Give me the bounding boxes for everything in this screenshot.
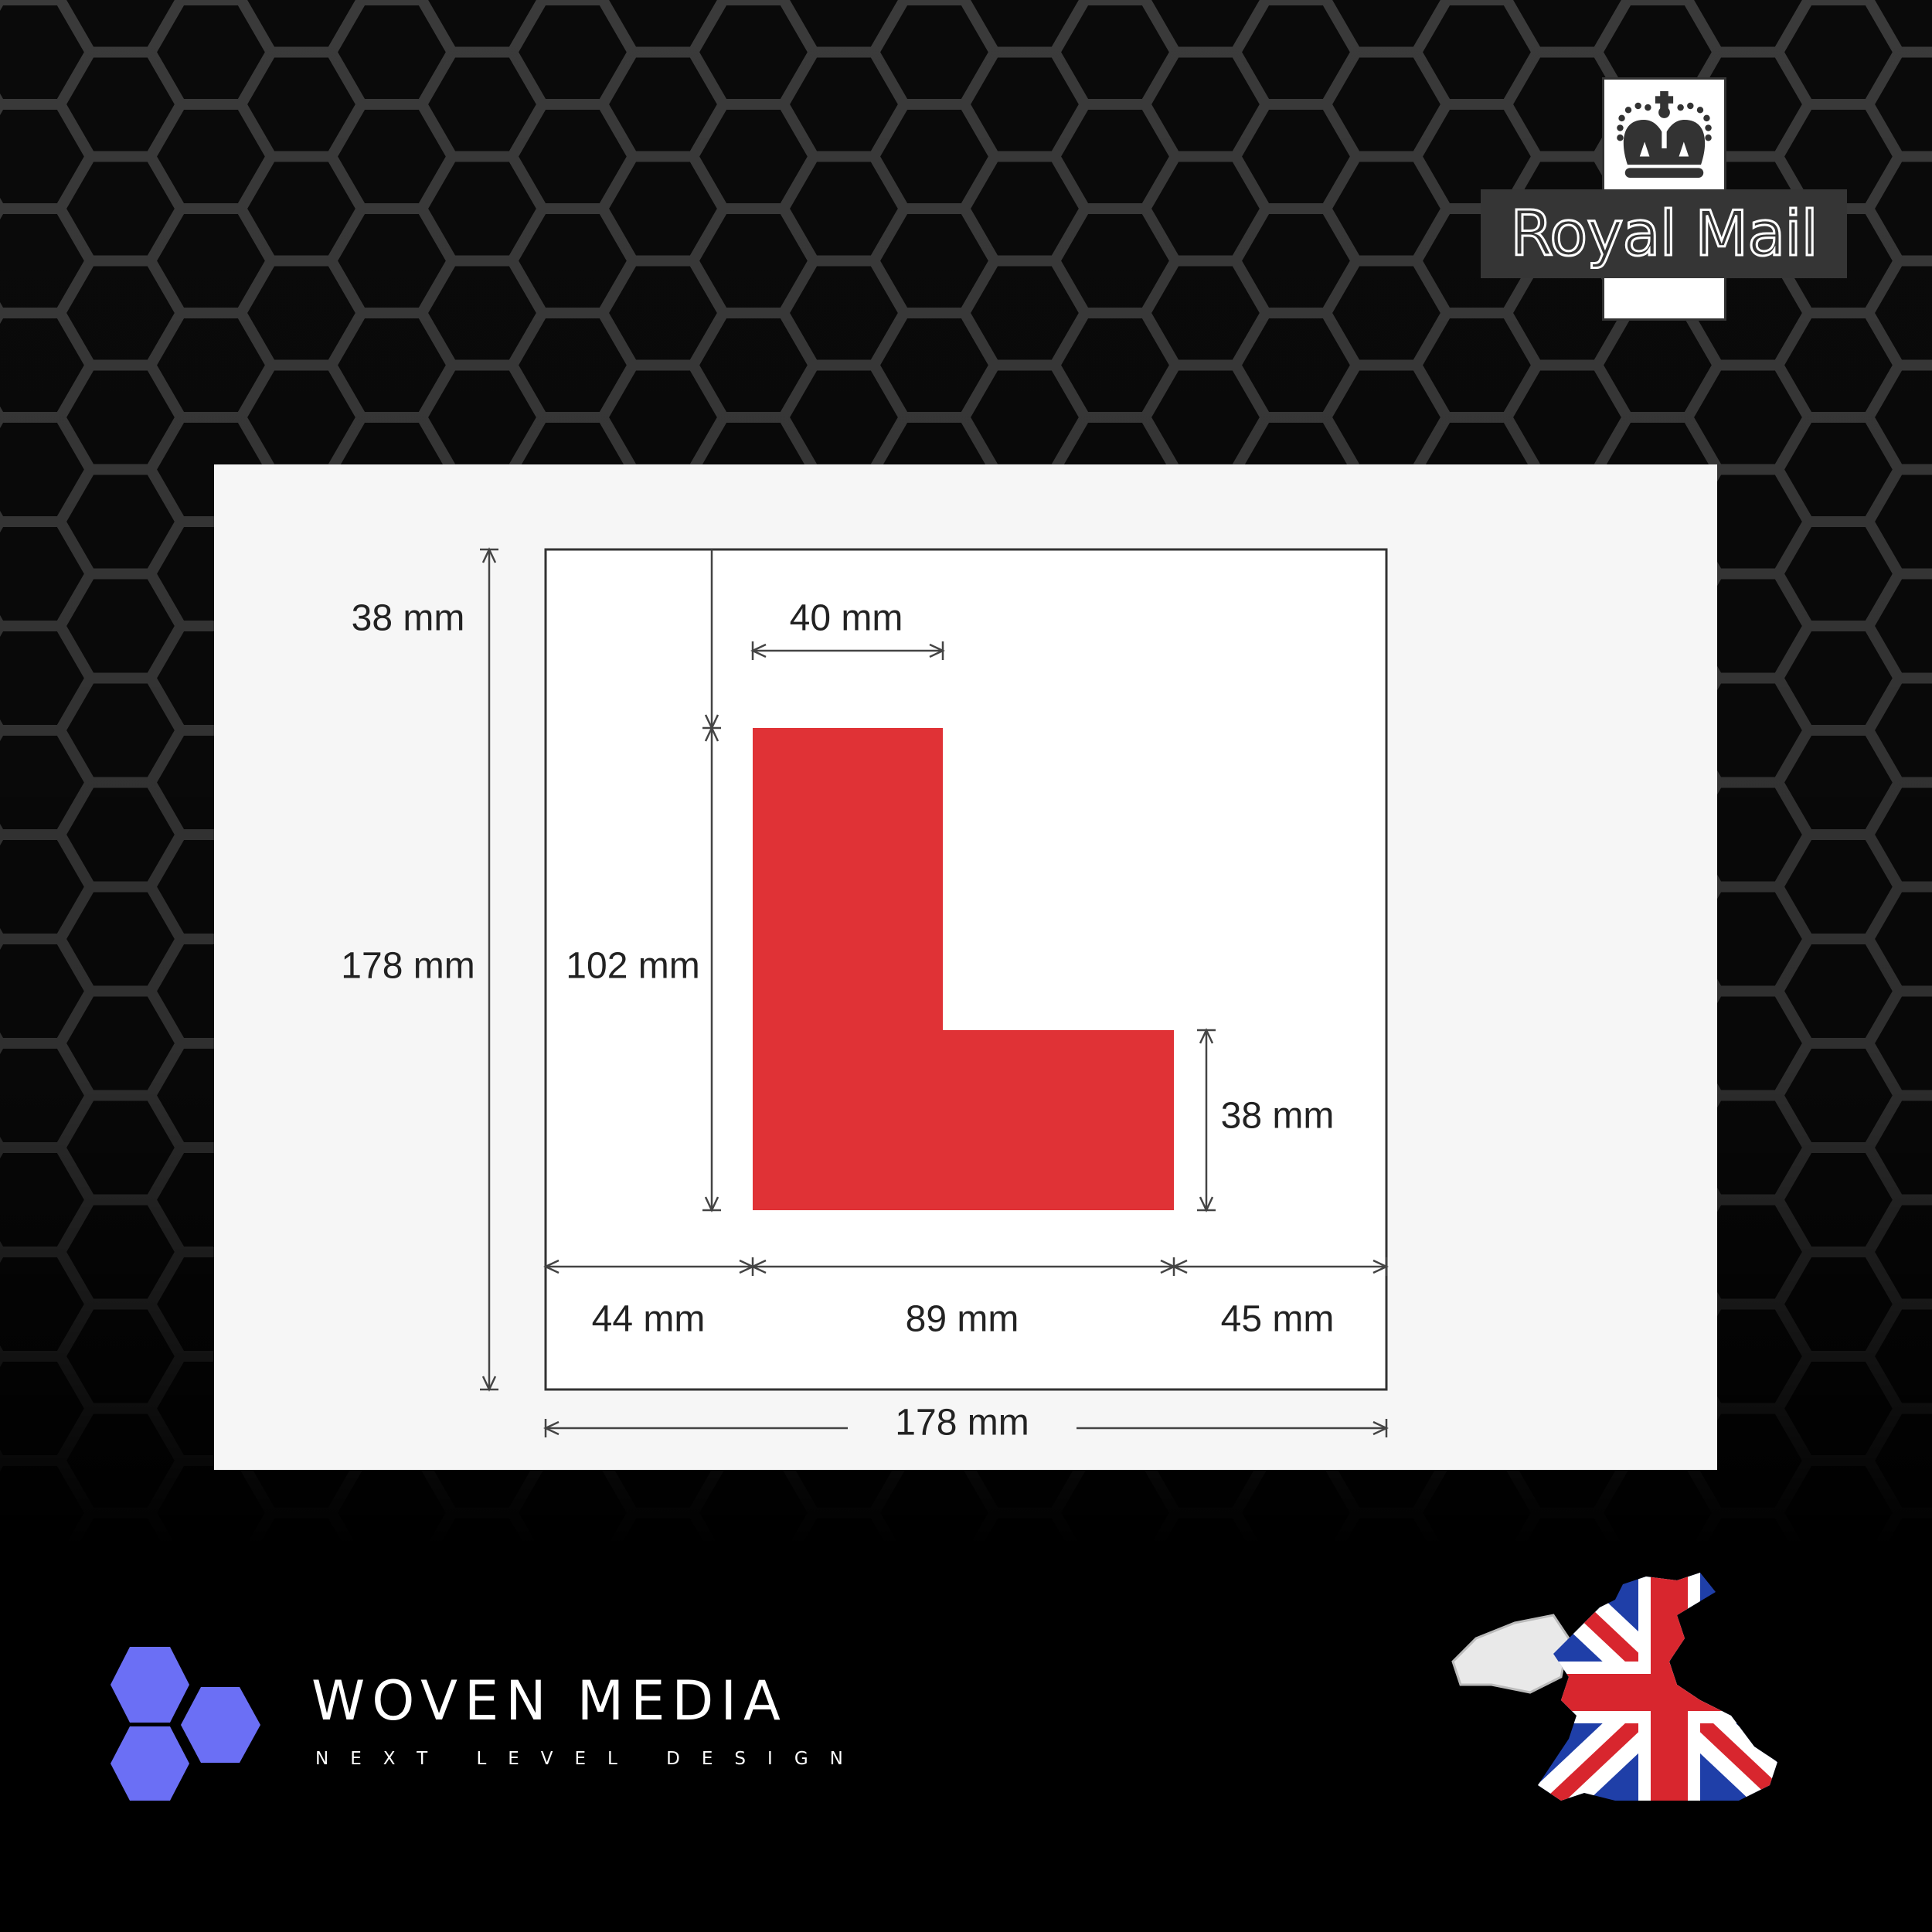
right-margin-label: 45 mm <box>1220 1298 1335 1340</box>
l-plate-dimension-drawing <box>480 547 1389 1437</box>
top-margin-label: 38 mm <box>351 597 465 639</box>
plate-outline <box>544 548 1388 1391</box>
woven-media-title: WOVEN MEDIA <box>311 1669 787 1733</box>
letter-width-label: 89 mm <box>905 1298 1019 1340</box>
left-margin-label: 44 mm <box>591 1298 706 1340</box>
stem-width-label: 40 mm <box>789 597 903 639</box>
l-letter <box>753 728 1174 1210</box>
l-plate-diagram-panel: 38 mm 40 mm 178 mm 102 mm 38 mm 44 mm 89… <box>214 464 1717 1470</box>
royal-mail-wordmark: Royal Mail <box>1509 197 1819 271</box>
foot-height-label: 38 mm <box>1220 1095 1335 1137</box>
overall-height-label: 178 mm <box>341 945 475 987</box>
hexagon-logo-icon <box>111 1647 260 1801</box>
crown-icon <box>1617 91 1712 178</box>
uk-flag-map-icon <box>1451 1573 1777 1801</box>
stem-height-label: 102 mm <box>566 945 700 987</box>
overall-width-label: 178 mm <box>895 1402 1029 1444</box>
royal-mail-banner: Royal Mail <box>1481 189 1847 278</box>
ireland-shape <box>1451 1614 1570 1694</box>
woven-media-tagline: NEXT LEVEL DESIGN <box>315 1749 865 1769</box>
